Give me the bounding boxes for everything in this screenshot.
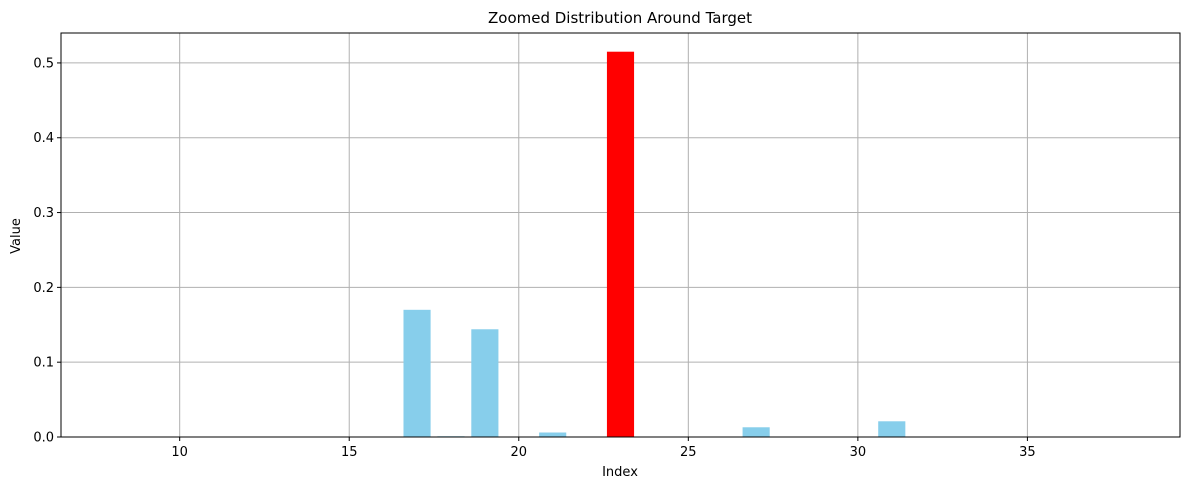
bar (539, 432, 567, 437)
x-tick-label: 35 (1019, 445, 1036, 460)
chart-title: Zoomed Distribution Around Target (488, 9, 752, 27)
y-tick-label: 0.3 (33, 206, 54, 221)
plot-frame (60, 32, 1181, 438)
bar (403, 309, 431, 437)
x-tick-label: 20 (510, 445, 527, 460)
x-axis-ticks: 10 15 20 25 30 35 (171, 437, 1036, 460)
bar-highlight (606, 51, 635, 437)
y-tick-label: 0.4 (33, 131, 54, 146)
x-tick-label: 25 (680, 445, 697, 460)
y-tick-label: 0.2 (33, 281, 54, 296)
y-axis-ticks: 0.0 0.1 0.2 0.3 0.4 0.5 (33, 56, 61, 446)
x-tick-label: 10 (171, 445, 188, 460)
x-tick-label: 30 (850, 445, 867, 460)
y-tick-label: 0.1 (33, 356, 54, 371)
y-tick-label: 0.5 (33, 56, 54, 71)
bar (742, 427, 770, 437)
y-tick-label: 0.0 (33, 431, 54, 446)
x-axis-title: Index (602, 465, 638, 480)
bar (471, 329, 499, 437)
y-axis-title: Value (9, 218, 24, 254)
bar (878, 421, 906, 437)
bars (403, 51, 906, 437)
x-tick-label: 15 (341, 445, 358, 460)
